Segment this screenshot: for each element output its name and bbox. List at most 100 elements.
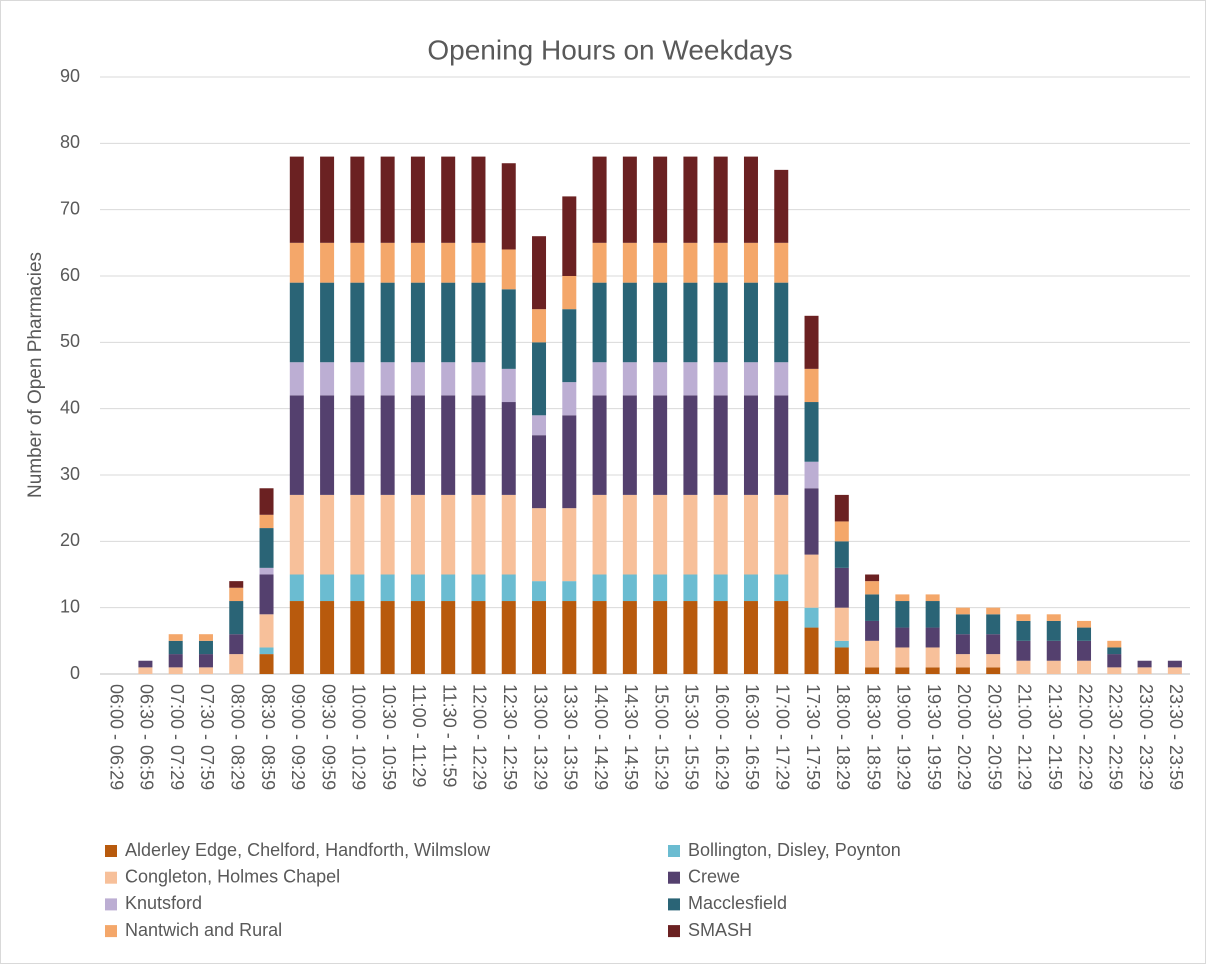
bar-segment [713, 601, 728, 674]
bar-segment [410, 601, 425, 674]
bar-segment [1016, 620, 1031, 641]
x-tick-label: 20:30 - 20:59 [984, 684, 1004, 790]
bar-segment [713, 494, 728, 575]
bar-segment [622, 282, 637, 363]
y-tick-label: 30 [60, 464, 80, 484]
bar-segment [501, 402, 516, 495]
bar-segment [592, 362, 607, 396]
x-tick-label: 17:00 - 17:29 [773, 684, 793, 790]
bar-segment [138, 667, 153, 674]
x-tick-label: 18:30 - 18:59 [863, 684, 883, 790]
bar-segment [653, 574, 668, 602]
bar-segment [259, 614, 274, 648]
bar-segment [622, 601, 637, 674]
bar-segment [198, 634, 213, 641]
bar-segment [865, 594, 880, 621]
bar-segment [562, 508, 577, 582]
bar-segment [865, 581, 880, 595]
x-tick-label: 07:00 - 07:29 [167, 684, 187, 790]
y-tick-label: 70 [60, 198, 80, 218]
bar-segment [1077, 620, 1092, 628]
bar-segment [562, 415, 577, 509]
bar-segment [1016, 660, 1031, 674]
bar-segment [925, 601, 940, 628]
bar-segment [441, 362, 456, 396]
bar-segment [804, 461, 819, 489]
bar-segment [592, 601, 607, 674]
bar-segment [834, 647, 849, 674]
bar-segment [289, 282, 304, 363]
bar-segment [380, 242, 395, 283]
legend-label: Nantwich and Rural [125, 920, 282, 940]
bar-segment [380, 574, 395, 602]
x-tick-label: 14:00 - 14:29 [591, 684, 611, 790]
legend-swatch [105, 898, 117, 911]
bar-segment [774, 282, 789, 363]
bar-segment [683, 494, 698, 575]
bar-segment [259, 528, 274, 568]
bar-segment [653, 395, 668, 495]
legend-label: Bollington, Disley, Poynton [688, 840, 901, 860]
bar-segment [350, 282, 365, 363]
legend-swatch [105, 871, 117, 884]
x-tick-label: 20:00 - 20:29 [954, 684, 974, 790]
bar-segment [1137, 660, 1152, 668]
legend-label: Crewe [688, 866, 740, 886]
bar-segment [229, 581, 244, 588]
bar-segment [653, 282, 668, 363]
bar-segment [289, 362, 304, 396]
bar-segment [1107, 667, 1122, 674]
bar-segment [774, 601, 789, 674]
x-tick-label: 12:30 - 12:59 [500, 684, 520, 790]
bar-segment [229, 601, 244, 635]
bar-segment [380, 156, 395, 243]
bar-segment [471, 601, 486, 674]
bar-segment [562, 581, 577, 602]
bar-segment [471, 156, 486, 243]
bar-segment [592, 242, 607, 283]
bar-segment [441, 282, 456, 363]
bar-segment [804, 627, 819, 674]
bar-segment [592, 494, 607, 575]
x-tick-label: 11:30 - 11:59 [439, 684, 459, 787]
bar-segment [320, 242, 335, 283]
bar-segment [804, 607, 819, 628]
chart-title: Opening Hours on Weekdays [427, 34, 792, 65]
bar-segment [350, 494, 365, 575]
bar-segment [653, 156, 668, 243]
x-tick-label: 21:00 - 21:29 [1015, 684, 1035, 790]
x-tick-label: 21:30 - 21:59 [1045, 684, 1065, 790]
x-tick-label: 10:30 - 10:59 [379, 684, 399, 790]
bar-segment [320, 282, 335, 363]
bar-segment [441, 395, 456, 495]
bar-segment [532, 342, 547, 416]
bar-segment [289, 574, 304, 602]
bar-segment [622, 362, 637, 396]
bar-segment [410, 362, 425, 396]
bar-segment [774, 574, 789, 602]
bar-segment [410, 156, 425, 243]
bar-segment [441, 601, 456, 674]
bar-segment [622, 156, 637, 243]
bar-segment [198, 654, 213, 668]
bar-segment [955, 607, 970, 615]
bar-segment [259, 647, 274, 655]
bar-segment [532, 508, 547, 582]
bar-segment [804, 488, 819, 555]
legend-swatch [668, 845, 680, 857]
bar-segment [441, 494, 456, 575]
bar-segment [1167, 667, 1182, 674]
bar-segment [895, 647, 910, 668]
bar-segment [834, 567, 849, 608]
bar-segment [895, 594, 910, 602]
x-tick-label: 09:00 - 09:29 [288, 684, 308, 790]
bar-segment [834, 521, 849, 542]
bar-segment [622, 242, 637, 283]
bar-segment [441, 242, 456, 283]
x-tick-label: 19:30 - 19:59 [924, 684, 944, 790]
bar-segment [804, 402, 819, 462]
bar-segment [713, 574, 728, 602]
bar-segment [562, 276, 577, 310]
bar-segment [441, 574, 456, 602]
